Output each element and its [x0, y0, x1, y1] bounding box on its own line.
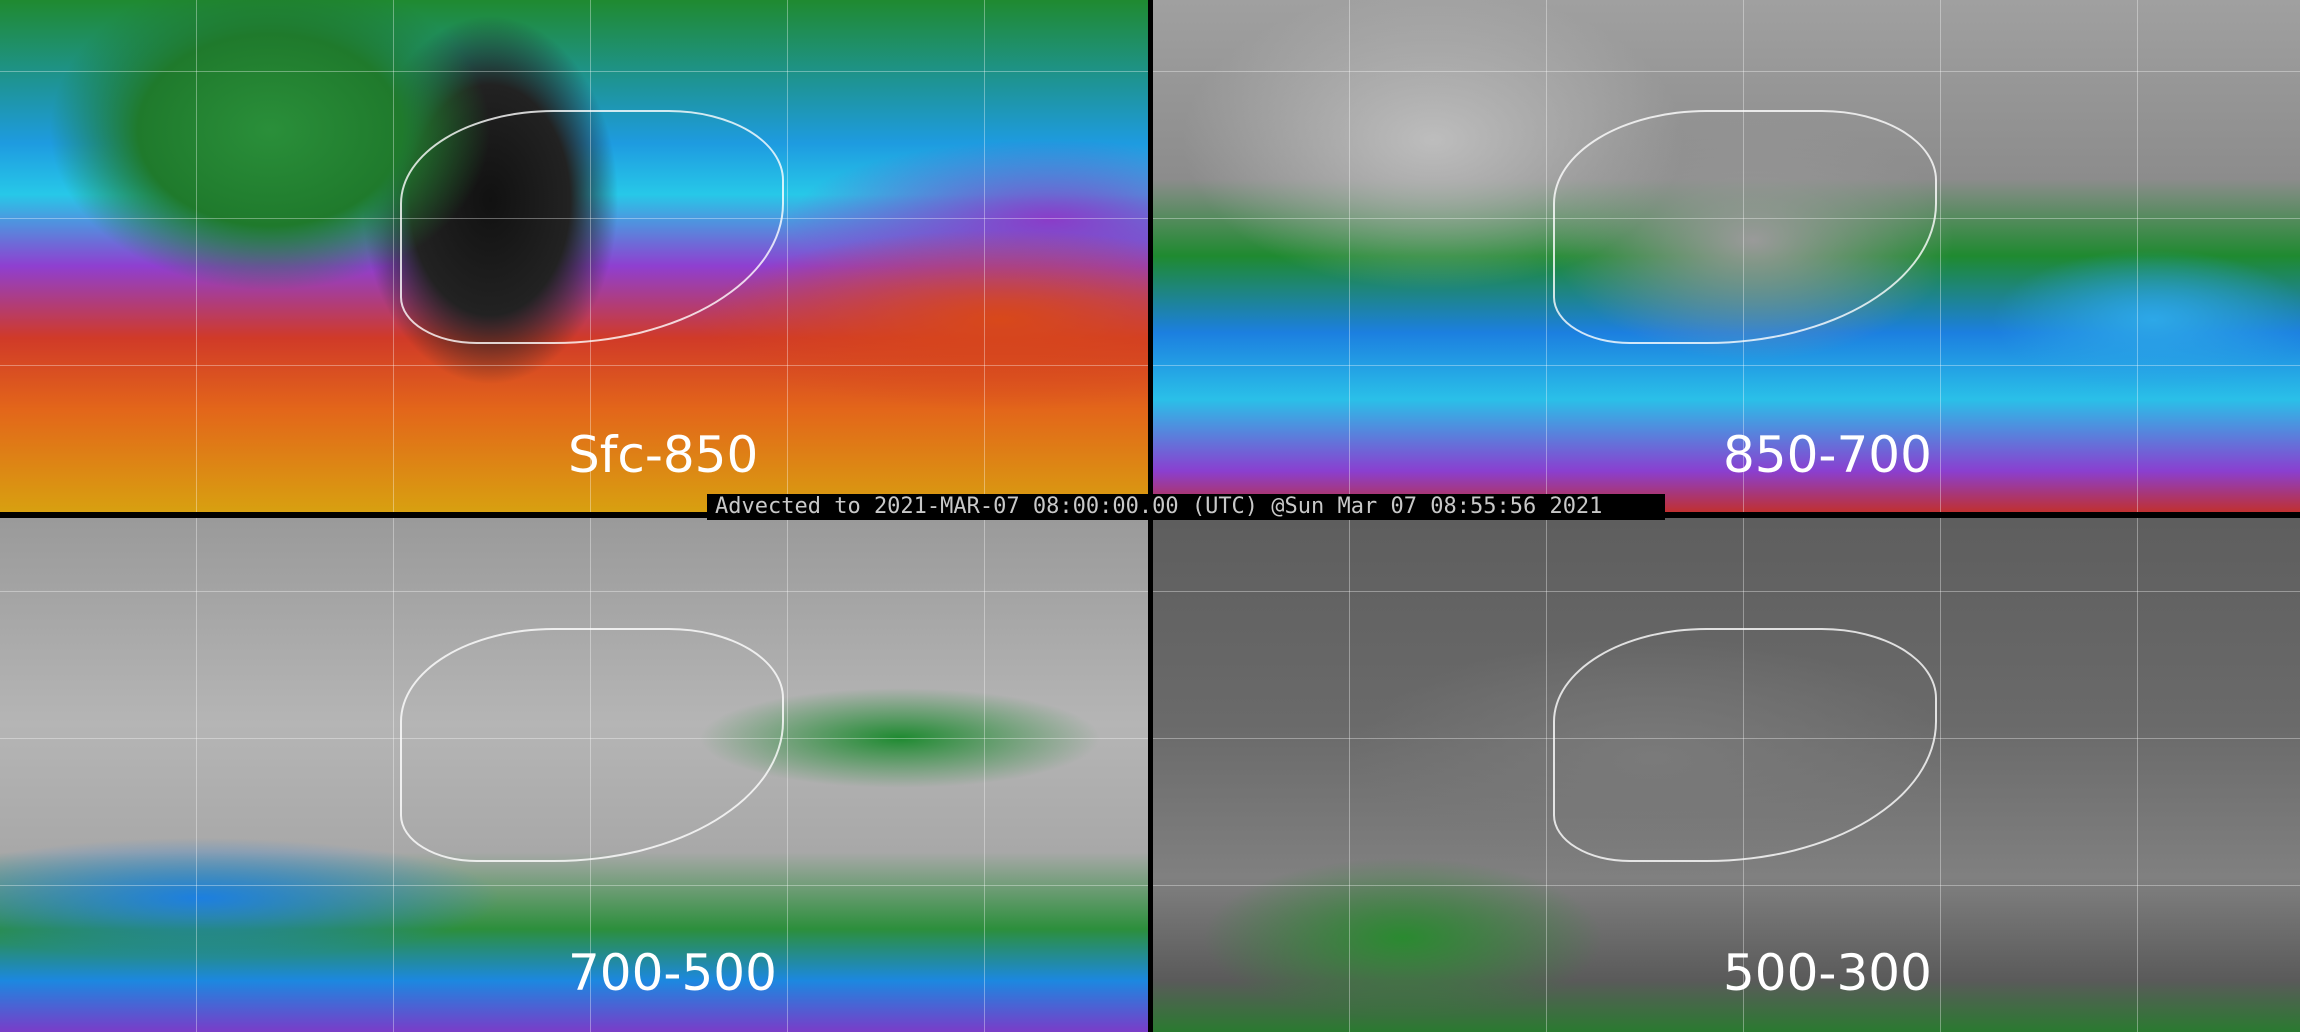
panel-700-500: 700-500: [0, 518, 1148, 1032]
panel-label: 850-700: [1723, 426, 1932, 484]
panel-500-300: 500-300: [1153, 518, 2300, 1032]
panel-850-700: 850-700: [1153, 0, 2300, 512]
panel-label: 700-500: [568, 944, 777, 1002]
timestamp-caption: Advected to 2021-MAR-07 08:00:00.00 (UTC…: [707, 494, 1665, 520]
panel-label: 500-300: [1723, 944, 1932, 1002]
panel-sfc-850: Sfc-850: [0, 0, 1148, 512]
panel-label: Sfc-850: [568, 426, 759, 484]
